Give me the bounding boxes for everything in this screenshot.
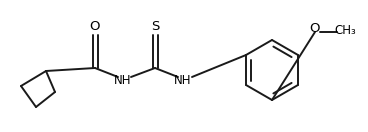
Text: O: O — [90, 20, 100, 34]
Text: CH₃: CH₃ — [334, 23, 356, 37]
Text: NH: NH — [174, 74, 192, 86]
Text: O: O — [310, 22, 320, 36]
Text: NH: NH — [114, 74, 132, 86]
Text: S: S — [151, 20, 159, 34]
